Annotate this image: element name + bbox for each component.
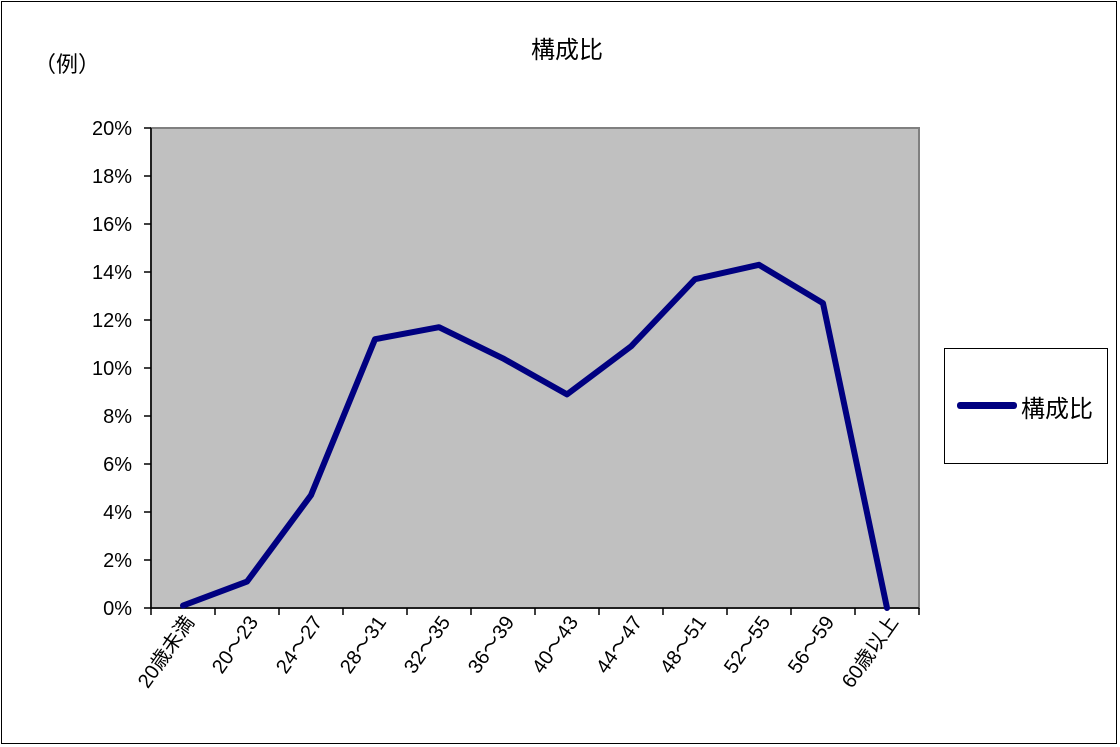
x-tick-label: 20～23 (208, 612, 263, 677)
x-tick-label: 20歳未満 (133, 612, 199, 693)
x-tick-label: 56～59 (784, 612, 839, 677)
legend-label: 構成比 (1021, 396, 1093, 423)
y-tick-label: 20% (92, 118, 132, 140)
series-layer (180, 261, 890, 611)
series-line (180, 261, 890, 611)
chart-title: 構成比 (531, 37, 603, 64)
y-tick-label: 2% (103, 550, 132, 572)
y-tick-label: 0% (103, 598, 132, 620)
y-tick-label: 4% (103, 502, 132, 524)
y-tick-label: 12% (92, 310, 132, 332)
x-tick-label: 52～55 (720, 612, 775, 677)
x-tick-label: 48～51 (656, 612, 711, 677)
x-tick-label: 60歳以上 (837, 612, 903, 693)
x-tick-label: 44～47 (592, 612, 647, 677)
y-tick-label: 18% (92, 166, 132, 188)
y-tick-label: 6% (103, 454, 132, 476)
x-tick-label: 28～31 (336, 612, 391, 677)
x-tick-label: 24～27 (272, 612, 327, 677)
y-tick-label: 8% (103, 406, 132, 428)
x-tick-label: 36～39 (464, 612, 519, 677)
y-axis: 0% 2% 4% 6% 8% 10% 12% 14% 16% 18% 20% (92, 118, 152, 620)
legend: 構成比 (944, 348, 1108, 464)
x-axis: 20歳未満 20～23 24～27 28～31 32～35 36～39 40～43 44～47… (133, 607, 920, 693)
x-tick-label: 40～43 (528, 612, 583, 677)
plot-area (150, 127, 920, 609)
x-tick-label: 32～35 (400, 612, 455, 677)
y-tick-label: 14% (92, 262, 132, 284)
legend-line-swatch (957, 402, 1017, 409)
unit-note: （例） (34, 52, 100, 77)
y-tick-label: 10% (92, 358, 132, 380)
y-tick-label: 16% (92, 214, 132, 236)
